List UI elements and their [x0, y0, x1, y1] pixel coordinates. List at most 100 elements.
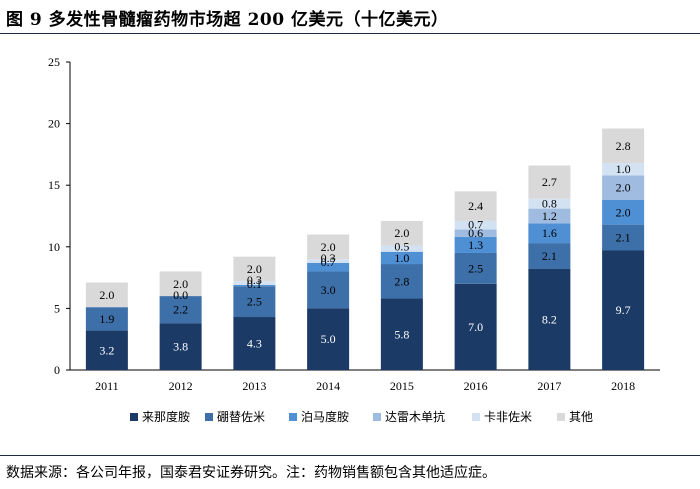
data-label: 0.5 — [394, 240, 409, 254]
data-label: 0.3 — [321, 251, 336, 265]
bar-segment — [528, 198, 571, 209]
bar-segment — [380, 298, 423, 370]
data-label: 8.2 — [542, 312, 557, 326]
bar-segment — [602, 175, 645, 200]
bar-segment — [528, 268, 571, 370]
bar-segment — [307, 271, 350, 309]
data-label: 2.0 — [321, 240, 336, 254]
y-tick-label: 5 — [54, 301, 60, 315]
bar-segment — [307, 308, 350, 370]
stacked-bar-chart: 05101520253.21.92.020113.82.20.02.020124… — [48, 55, 660, 424]
legend-swatch — [289, 413, 297, 421]
bar-segment — [602, 250, 645, 370]
y-tick-label: 0 — [54, 363, 60, 377]
data-label: 2.0 — [173, 277, 188, 291]
data-label: 1.3 — [468, 238, 483, 252]
data-label: 4.3 — [247, 337, 262, 351]
data-label: 0.3 — [247, 273, 262, 287]
data-label: 2.8 — [394, 274, 409, 288]
bar-segment — [307, 234, 350, 260]
x-tick-label: 2014 — [316, 379, 340, 393]
bar-segment — [233, 256, 276, 282]
bar-segment — [454, 252, 497, 284]
y-tick-label: 20 — [48, 117, 60, 131]
bar-segment — [85, 307, 128, 331]
bar-segment — [159, 296, 202, 324]
data-label: 0.1 — [247, 277, 262, 291]
bar-segment — [233, 317, 276, 370]
data-label: 2.8 — [616, 139, 631, 153]
bar-segment — [85, 282, 128, 308]
bar-segment — [454, 283, 497, 370]
data-label: 2.0 — [616, 205, 631, 219]
legend-label: 达雷木单抗 — [385, 409, 445, 424]
bar-segment — [454, 229, 497, 237]
x-tick-label: 2016 — [464, 379, 488, 393]
data-label: 2.0 — [247, 262, 262, 276]
x-tick-label: 2015 — [390, 379, 414, 393]
data-label: 1.0 — [616, 162, 631, 176]
data-label: 2.1 — [542, 249, 557, 263]
y-tick-label: 15 — [48, 178, 60, 192]
data-label: 1.9 — [99, 312, 114, 326]
bar-segment — [380, 264, 423, 299]
legend-label: 卡非佐米 — [484, 410, 532, 424]
source-note: 数据来源：各公司年报，国泰君安证券研究。注：药物销售额包含其他适应症。 — [6, 465, 496, 481]
bar-segment — [233, 284, 276, 287]
legend-swatch — [205, 413, 213, 421]
data-label: 3.8 — [173, 340, 188, 354]
data-label: 2.5 — [247, 295, 262, 309]
data-label: 2.0 — [616, 181, 631, 195]
data-label: 2.2 — [173, 303, 188, 317]
x-tick-label: 2013 — [242, 379, 266, 393]
bar-segment — [380, 245, 423, 252]
bar-segment — [233, 286, 276, 318]
data-label: 0.8 — [542, 197, 557, 211]
data-label: 0.7 — [468, 218, 483, 232]
bar-segment — [602, 199, 645, 225]
data-label: 5.0 — [321, 332, 336, 346]
bar-segment — [307, 262, 350, 272]
bar-segment — [85, 330, 128, 370]
bar-segment — [528, 223, 571, 244]
data-label: 2.5 — [468, 261, 483, 275]
bar-segment — [380, 220, 423, 246]
legend-label: 来那度胺 — [142, 409, 190, 424]
data-label: 1.2 — [542, 209, 557, 223]
data-label: 0.0 — [173, 288, 188, 302]
bar-segment — [454, 191, 497, 221]
y-tick-label: 10 — [48, 240, 60, 254]
data-label: 2.4 — [468, 199, 483, 213]
bar-segment — [307, 259, 350, 263]
data-label: 2.1 — [616, 231, 631, 245]
x-tick-label: 2012 — [169, 379, 193, 393]
bar-segment — [602, 128, 645, 164]
legend-swatch — [130, 413, 138, 421]
y-tick-label: 25 — [48, 55, 60, 69]
data-label: 2.0 — [99, 288, 114, 302]
bar-segment — [233, 281, 276, 285]
title-rule — [0, 33, 700, 34]
source-rule — [0, 455, 700, 456]
data-label: 9.7 — [616, 303, 631, 317]
data-label: 0.6 — [468, 226, 483, 240]
bar-segment — [528, 208, 571, 224]
legend-label: 硼替佐米 — [217, 410, 265, 424]
legend-swatch — [472, 413, 480, 421]
chart-title: 图 9 多发性骨髓瘤药物市场超 200 亿美元（十亿美元） — [6, 10, 449, 30]
bar-segment — [528, 243, 571, 269]
legend-label: 其他 — [569, 410, 593, 424]
legend-label: 泊马度胺 — [301, 409, 349, 424]
data-label: 3.0 — [321, 283, 336, 297]
data-label: 2.0 — [394, 226, 409, 240]
legend-swatch — [557, 413, 565, 421]
data-label: 1.6 — [542, 226, 557, 240]
data-label: 7.0 — [468, 320, 483, 334]
bar-segment — [528, 165, 571, 199]
bar-segment — [454, 236, 497, 253]
data-label: 3.2 — [99, 343, 114, 357]
data-label: 1.0 — [394, 251, 409, 265]
x-tick-label: 2018 — [611, 379, 635, 393]
legend-swatch — [373, 413, 381, 421]
bar-segment — [602, 163, 645, 176]
